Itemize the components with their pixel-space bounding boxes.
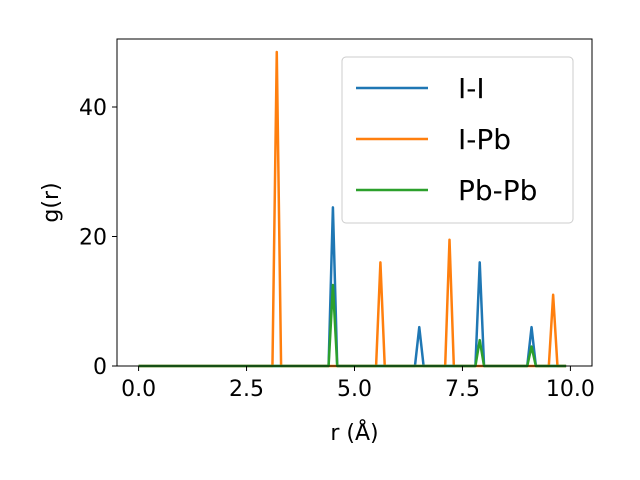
y-tick-label: 20 [79,225,107,250]
series-line-i-i [138,206,567,368]
x-tick-label: 5.0 [337,377,372,402]
series-line-pb-pb [138,283,567,368]
x-axis-label: r (Å) [330,419,378,446]
legend: I-I I-Pb Pb-Pb [341,56,574,224]
x-tick-label: 10.0 [546,377,595,402]
x-tick-label: 0.0 [121,377,156,402]
x-tick-label: 7.5 [445,377,480,402]
axis-ticks: 0.0 2.5 5.0 7.5 10.0 0 20 40 [79,96,595,402]
y-tick-label: 0 [93,355,107,380]
legend-label-i-pb: I-Pb [458,123,511,156]
y-tick-label: 40 [79,96,107,121]
legend-box [341,56,574,224]
legend-label-i-i: I-I [458,72,485,105]
x-tick-label: 2.5 [229,377,264,402]
y-axis-label: g(r) [39,182,64,222]
legend-label-pb-pb: Pb-Pb [458,174,537,207]
